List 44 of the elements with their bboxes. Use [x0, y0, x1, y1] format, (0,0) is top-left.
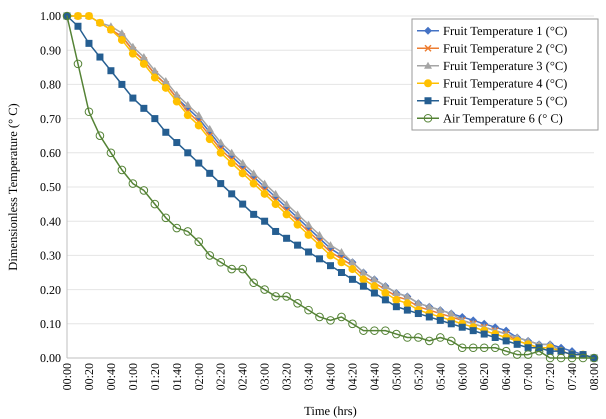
y-tick-label: 0.60 — [40, 146, 61, 160]
y-tick-label: 0.30 — [40, 248, 61, 263]
x-tick-label: 05:40 — [433, 363, 448, 390]
x-tick-label: 01:40 — [170, 363, 184, 390]
y-tick-label: 0.70 — [40, 112, 61, 126]
x-tick-label: 02:00 — [192, 363, 206, 390]
y-tick-label: 1.00 — [40, 9, 61, 24]
x-tick-label: 05:20 — [411, 363, 426, 390]
legend-label: Fruit Temperature 2 (°C) — [443, 42, 568, 56]
x-tick-label: 07:00 — [521, 363, 536, 390]
x-tick-label: 00:00 — [60, 363, 74, 390]
x-tick-label: 05:00 — [389, 363, 404, 390]
x-tick-label: 04:20 — [345, 363, 360, 390]
legend-label: Air Temperature 6 (° C) — [443, 112, 563, 126]
y-tick-label: 0.80 — [40, 78, 61, 92]
x-tick-label: 00:20 — [82, 363, 96, 390]
x-tick-label: 03:40 — [302, 363, 316, 390]
x-axis-title: Time (hrs) — [304, 404, 357, 418]
legend-label: Fruit Temperature 1 (°C) — [443, 24, 568, 38]
x-tick-label: 07:20 — [543, 363, 558, 390]
x-tick-label: 03:20 — [280, 363, 294, 390]
x-tick-label: 01:20 — [148, 363, 162, 390]
y-tick-label: 0.50 — [40, 180, 61, 194]
x-tick-label: 07:40 — [565, 363, 580, 390]
y-tick-label: 0.00 — [40, 351, 61, 366]
x-tick-label: 06:40 — [499, 363, 514, 390]
y-tick-label: 0.20 — [40, 282, 61, 297]
legend-label: Fruit Temperature 3 (°C) — [443, 59, 568, 74]
x-tick-label: 02:40 — [236, 363, 250, 390]
x-tick-label: 02:20 — [214, 363, 228, 390]
y-tick-label: 0.10 — [40, 317, 61, 331]
x-tick-label: 03:00 — [258, 363, 272, 390]
x-tick-label: 06:20 — [477, 363, 492, 390]
y-axis-title: Dimensionless Temperature (° C) — [6, 103, 20, 271]
y-tick-label: 0.40 — [40, 214, 61, 228]
legend-label: Fruit Temperature 4 (°C) — [443, 76, 568, 91]
x-tick-label: 04:00 — [324, 363, 338, 390]
x-tick-label: 01:00 — [126, 363, 140, 390]
legend-label: Fruit Temperature 5 (°C) — [443, 94, 568, 108]
y-tick-label: 0.90 — [40, 43, 61, 58]
x-tick-label: 08:00 — [587, 363, 601, 390]
x-tick-label: 00:40 — [104, 363, 118, 390]
x-tick-label: 06:00 — [455, 363, 470, 390]
x-tick-label: 04:40 — [367, 363, 382, 390]
